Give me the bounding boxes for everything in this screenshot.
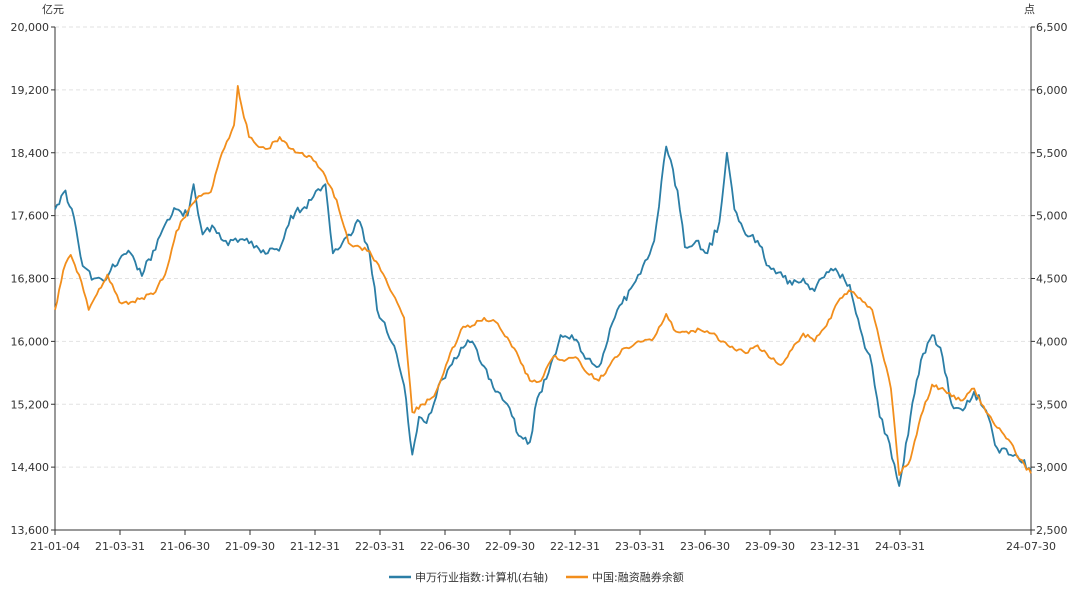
left-tick-label: 18,400	[11, 147, 50, 160]
x-tick-label: 24-07-30	[1006, 540, 1056, 553]
left-tick-label: 20,000	[11, 21, 50, 34]
legend-label-margin-balance: 中国:融资融券余额	[592, 570, 684, 584]
legend: 申万行业指数:计算机(右轴) 中国:融资融券余额	[389, 570, 684, 584]
x-tick-label: 22-12-31	[550, 540, 600, 553]
left-tick-label: 17,600	[11, 210, 50, 223]
x-tick-labels: 21-01-04 21-03-31 21-06-30 21-09-30 21-12-31…	[30, 530, 1056, 553]
x-tick-label: 21-12-31	[290, 540, 340, 553]
x-tick-label: 21-09-30	[225, 540, 275, 553]
right-axis-unit: 点	[1024, 3, 1035, 16]
left-tick-label: 14,400	[11, 461, 50, 474]
right-tick-label: 2,500	[1036, 524, 1068, 537]
series-line-margin-balance	[54, 85, 1032, 476]
left-tick-label: 16,800	[11, 273, 50, 286]
right-tick-label: 6,000	[1036, 84, 1068, 97]
right-tick-label: 3,000	[1036, 461, 1068, 474]
right-tick-label: 5,000	[1036, 210, 1068, 223]
left-tick-label: 19,200	[11, 84, 50, 97]
left-tick-label: 16,000	[11, 335, 50, 348]
x-tick-label: 23-09-30	[745, 540, 795, 553]
left-tick-label: 15,200	[11, 398, 50, 411]
left-tick-label: 13,600	[11, 524, 50, 537]
x-tick-label: 22-03-31	[355, 540, 405, 553]
left-axis-unit: 亿元	[42, 3, 64, 16]
x-tick-label: 22-09-30	[485, 540, 535, 553]
x-tick-label: 21-06-30	[160, 540, 210, 553]
x-tick-label: 22-06-30	[420, 540, 470, 553]
right-y-tick-labels: 2,500 3,000 3,500 4,000 4,500 5,000 5,500 6,000…	[1031, 21, 1068, 537]
legend-label-computer-index: 申万行业指数:计算机(右轴)	[415, 570, 548, 584]
x-tick-label: 23-03-31	[615, 540, 665, 553]
right-tick-label: 4,500	[1036, 273, 1068, 286]
right-tick-label: 4,000	[1036, 335, 1068, 348]
right-tick-label: 3,500	[1036, 398, 1068, 411]
x-tick-label: 23-12-31	[810, 540, 860, 553]
x-tick-label: 23-06-30	[680, 540, 730, 553]
series-line-computer-index	[54, 145, 1032, 487]
right-tick-label: 5,500	[1036, 147, 1068, 160]
right-tick-label: 6,500	[1036, 21, 1068, 34]
x-tick-label: 21-01-04	[30, 540, 80, 553]
left-y-tick-labels: 13,600 14,400 15,200 16,000 16,800 17,600 18,4…	[11, 21, 55, 537]
x-tick-label: 21-03-31	[95, 540, 145, 553]
gridlines	[55, 26, 1031, 468]
series-lines	[54, 85, 1032, 487]
x-tick-label: 24-03-31	[875, 540, 925, 553]
